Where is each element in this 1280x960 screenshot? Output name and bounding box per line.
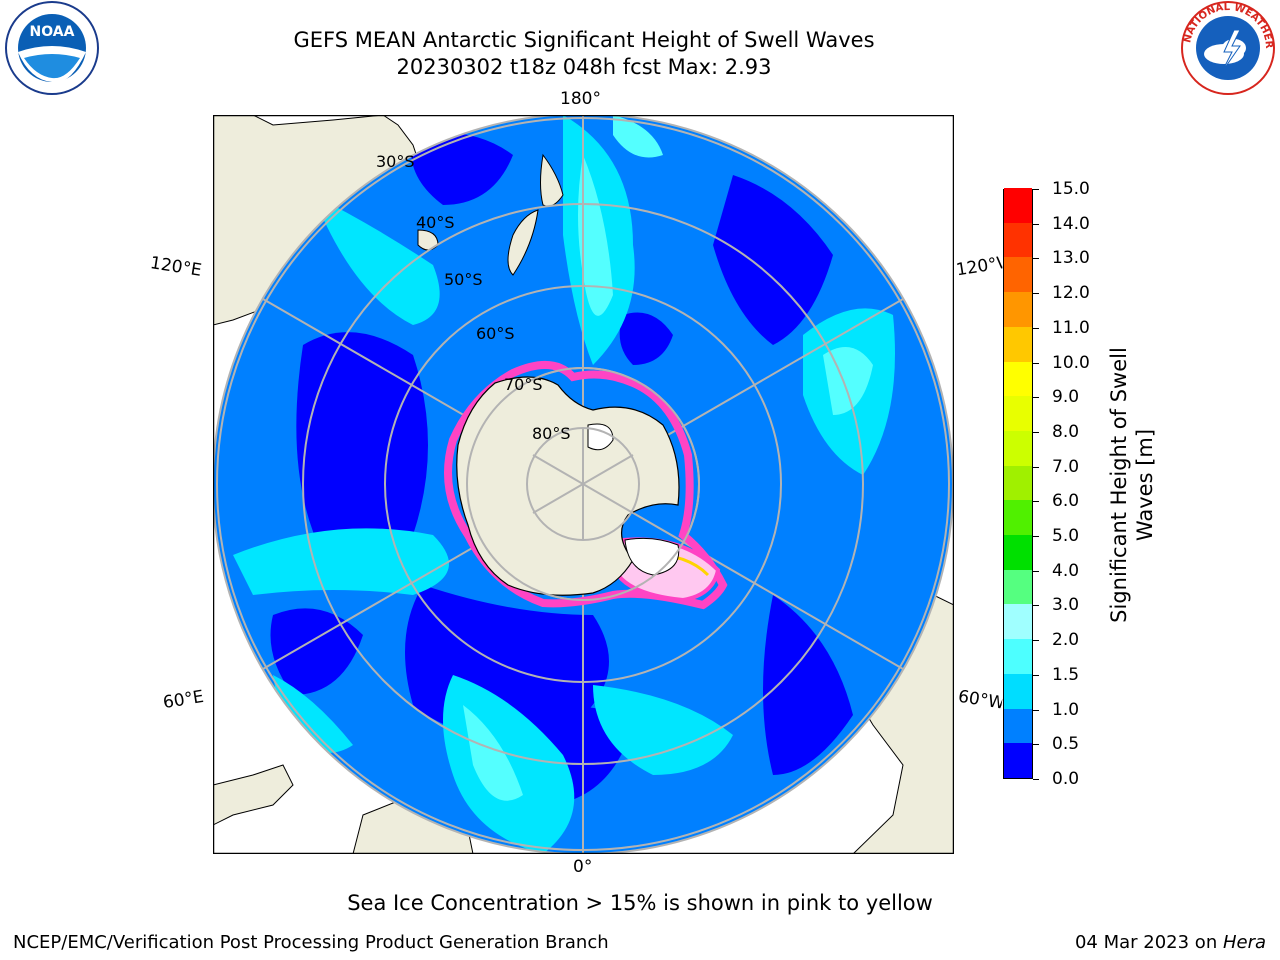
colorbar-tick: [1033, 258, 1039, 260]
colorbar-tick: [1033, 327, 1039, 329]
colorbar-tick-label: 10.0: [1052, 352, 1090, 373]
colorbar-tick-label: 5.0: [1052, 526, 1080, 547]
colorbar-tick: [1033, 501, 1039, 503]
colorbar-tick: [1033, 397, 1039, 399]
colorbar-tick-label: 2.0: [1052, 630, 1080, 651]
colorbar-tick-label: 4.0: [1052, 560, 1080, 581]
colorbar-segment: [1004, 187, 1032, 223]
colorbar-tick-label: 0.0: [1052, 769, 1080, 789]
chart-title: GEFS MEAN Antarctic Significant Height o…: [293, 28, 875, 52]
lon-label-180: 180°: [560, 89, 601, 109]
colorbar-tick-label: 0.5: [1052, 734, 1080, 755]
colorbar-segment: [1004, 534, 1032, 570]
lat-label-30s: 30°S: [376, 152, 415, 171]
lon-label-120e: 120°E: [148, 253, 203, 281]
colorbar-segment: [1004, 465, 1032, 501]
lon-label-60w: 60°W: [956, 686, 1004, 714]
colorbar-tick-label: 11.0: [1052, 317, 1090, 338]
colorbar-tick: [1033, 362, 1039, 364]
colorbar-tick: [1033, 605, 1039, 607]
colorbar-tick: [1033, 431, 1039, 433]
colorbar-tick: [1033, 674, 1039, 676]
colorbar-segment: [1004, 638, 1032, 674]
colorbar: [1003, 187, 1033, 779]
footer-machine: Hera: [1222, 932, 1266, 953]
colorbar-segment: [1004, 361, 1032, 397]
swell-low-regions: [270, 132, 853, 805]
colorbar-tick: [1033, 779, 1039, 780]
colorbar-segment: [1004, 742, 1032, 778]
colorbar-segment: [1004, 291, 1032, 327]
lat-label-50s: 50°S: [444, 270, 483, 289]
colorbar-tick: [1033, 293, 1039, 295]
sea-ice-note: Sea Ice Concentration > 15% is shown in …: [347, 891, 933, 915]
colorbar-tick-label: 14.0: [1052, 213, 1090, 234]
polar-map: [213, 115, 954, 854]
lat-label-70s: 70°S: [504, 375, 543, 394]
lon-label-60e: 60°E: [161, 686, 206, 714]
colorbar-tick: [1033, 709, 1039, 711]
colorbar-tick-label: 1.0: [1052, 699, 1080, 720]
colorbar-segment: [1004, 395, 1032, 431]
colorbar-label: Significant Height of Swell Waves [m]: [1106, 325, 1158, 645]
lat-label-60s: 60°S: [476, 324, 515, 343]
colorbar-label-line1: Significant Height of Swell: [1107, 347, 1131, 623]
colorbar-tick: [1033, 536, 1039, 538]
colorbar-tick: [1033, 640, 1039, 642]
colorbar-tick-label: 9.0: [1052, 387, 1080, 408]
colorbar-tick-label: 8.0: [1052, 421, 1080, 442]
colorbar-tick-label: 6.0: [1052, 491, 1080, 512]
nws-logo: NATIONAL WEATHER SERVICE: [1172, 0, 1280, 100]
lat-label-80s: 80°S: [532, 424, 571, 443]
colorbar-segment: [1004, 569, 1032, 605]
lon-label-0: 0°: [573, 857, 593, 877]
colorbar-label-line2: Waves [m]: [1133, 428, 1157, 542]
colorbar-tick: [1033, 223, 1039, 225]
map-frame-border: [213, 115, 954, 854]
noaa-logo-text: NOAA: [30, 24, 75, 40]
colorbar-tick: [1033, 744, 1039, 746]
colorbar-tick-label: 15.0: [1052, 179, 1090, 199]
colorbar-tick: [1033, 570, 1039, 572]
colorbar-segment: [1004, 256, 1032, 293]
colorbar-segment: [1004, 222, 1032, 258]
footer-date-text: 04 Mar 2023 on: [1074, 932, 1223, 953]
lon-label-120w: 120°W: [954, 253, 1004, 281]
footer-date: 04 Mar 2023 on Hera: [1075, 932, 1266, 953]
colorbar-segment: [1004, 499, 1032, 536]
chart-subtitle: 20230302 t18z 048h fcst Max: 2.93: [396, 55, 772, 79]
colorbar-segment: [1004, 603, 1032, 640]
colorbar-segment: [1004, 708, 1032, 744]
lat-label-40s: 40°S: [416, 213, 455, 232]
colorbar-segment: [1004, 673, 1032, 709]
colorbar-tick-label: 3.0: [1052, 595, 1080, 616]
colorbar-tick: [1033, 189, 1039, 190]
colorbar-segment: [1004, 430, 1032, 466]
antarctica: [456, 376, 680, 596]
footer-credit: NCEP/EMC/Verification Post Processing Pr…: [13, 932, 609, 953]
colorbar-tick-label: 12.0: [1052, 283, 1090, 304]
colorbar-tick-label: 1.5: [1052, 664, 1080, 685]
colorbar-tick-label: 13.0: [1052, 248, 1090, 269]
noaa-logo: NOAA: [0, 0, 104, 100]
colorbar-segment: [1004, 326, 1032, 362]
colorbar-tick: [1033, 466, 1039, 468]
swell-high-regions: [463, 115, 873, 801]
colorbar-tick-label: 7.0: [1052, 456, 1080, 477]
